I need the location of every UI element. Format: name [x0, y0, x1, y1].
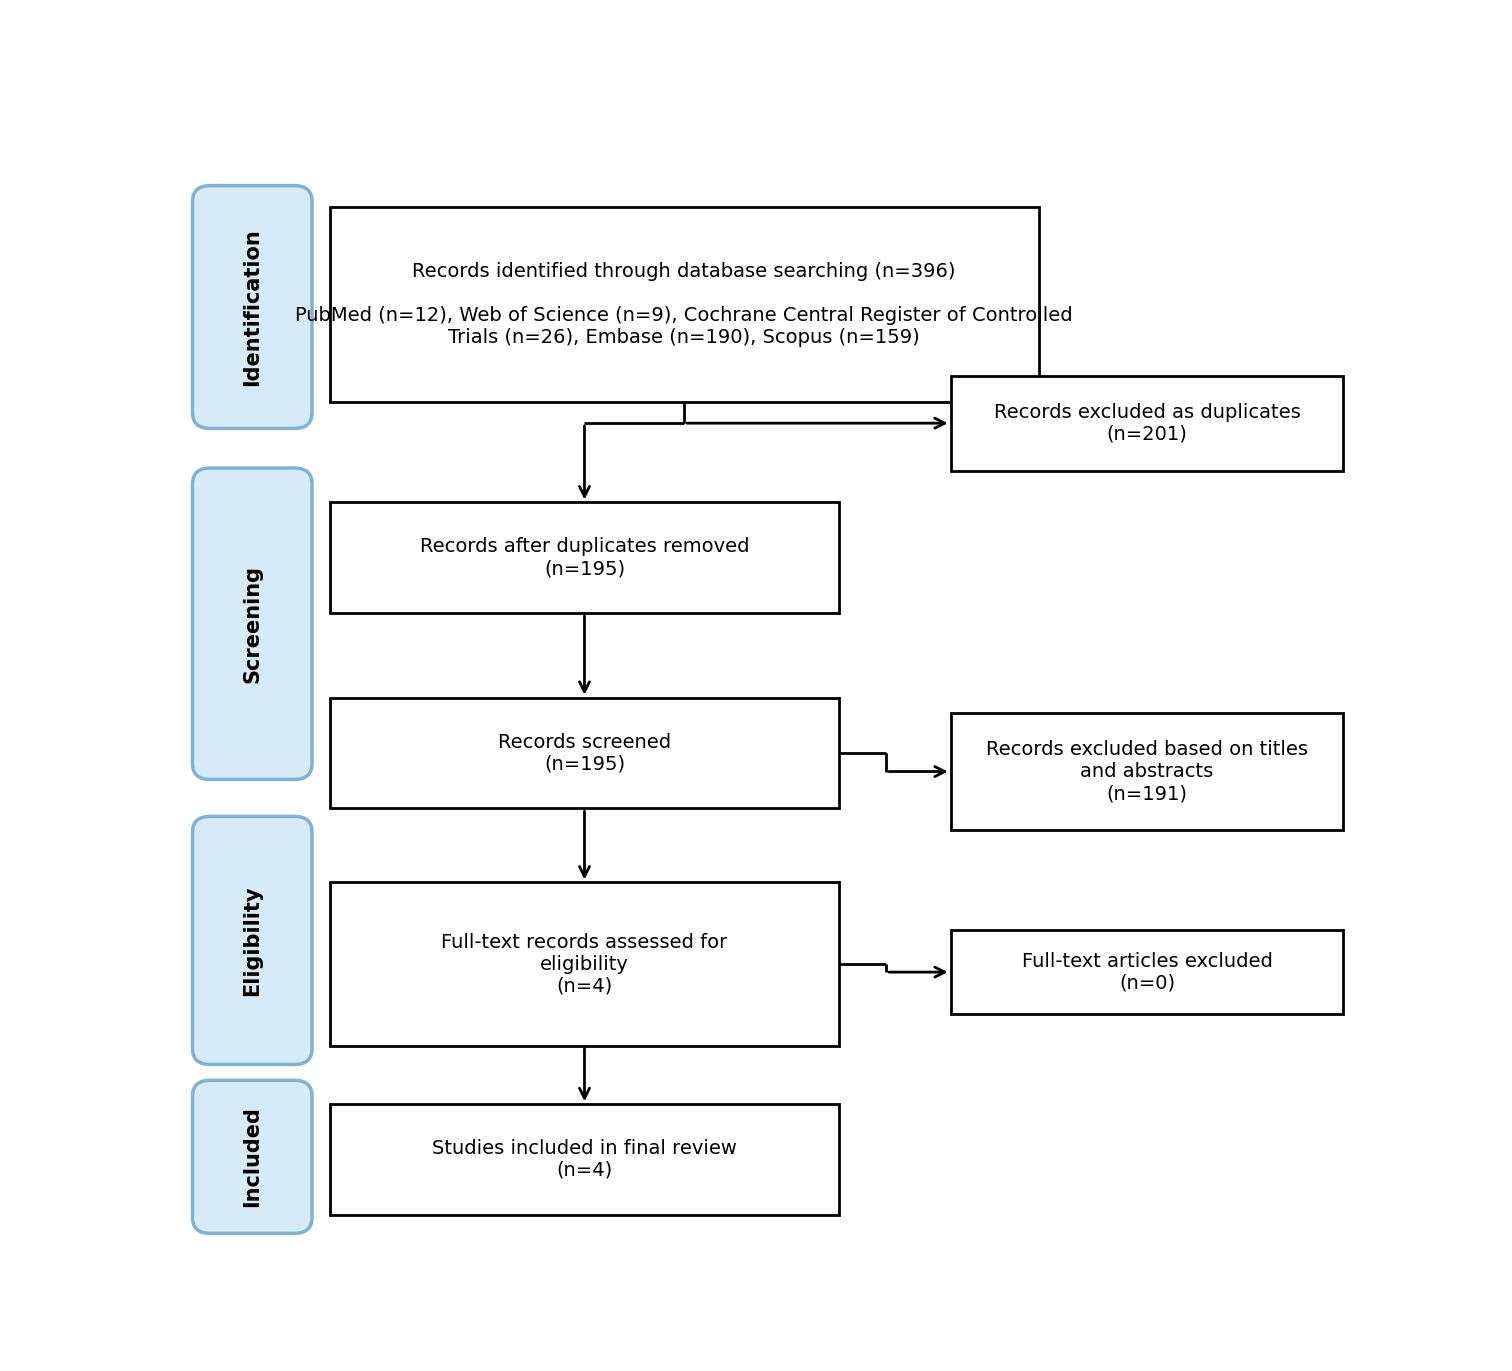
FancyBboxPatch shape — [192, 185, 311, 428]
FancyBboxPatch shape — [192, 1080, 311, 1234]
Text: Full-text records assessed for
eligibility
(n=4): Full-text records assessed for eligibili… — [442, 932, 727, 995]
Text: Records after duplicates removed
(n=195): Records after duplicates removed (n=195) — [420, 537, 750, 579]
FancyBboxPatch shape — [192, 816, 311, 1064]
Text: Included: Included — [242, 1106, 262, 1208]
Text: Records excluded as duplicates
(n=201): Records excluded as duplicates (n=201) — [993, 403, 1300, 444]
Text: Records excluded based on titles
and abstracts
(n=191): Records excluded based on titles and abs… — [986, 740, 1308, 803]
FancyBboxPatch shape — [330, 207, 1039, 402]
FancyBboxPatch shape — [951, 376, 1343, 470]
Text: Identification: Identification — [242, 228, 262, 385]
Text: Full-text articles excluded
(n=0): Full-text articles excluded (n=0) — [1022, 951, 1273, 993]
Text: Studies included in final review
(n=4): Studies included in final review (n=4) — [432, 1139, 736, 1180]
FancyBboxPatch shape — [951, 713, 1343, 829]
Text: Screening: Screening — [242, 565, 262, 683]
FancyBboxPatch shape — [330, 1104, 839, 1215]
FancyBboxPatch shape — [951, 930, 1343, 1015]
FancyBboxPatch shape — [330, 883, 839, 1046]
FancyBboxPatch shape — [192, 468, 311, 780]
Text: Records screened
(n=195): Records screened (n=195) — [497, 732, 671, 773]
FancyBboxPatch shape — [330, 502, 839, 613]
Text: Records identified through database searching (n=396)

PubMed (n=12), Web of Sci: Records identified through database sear… — [295, 262, 1074, 347]
FancyBboxPatch shape — [330, 698, 839, 809]
Text: Eligibility: Eligibility — [242, 886, 262, 995]
